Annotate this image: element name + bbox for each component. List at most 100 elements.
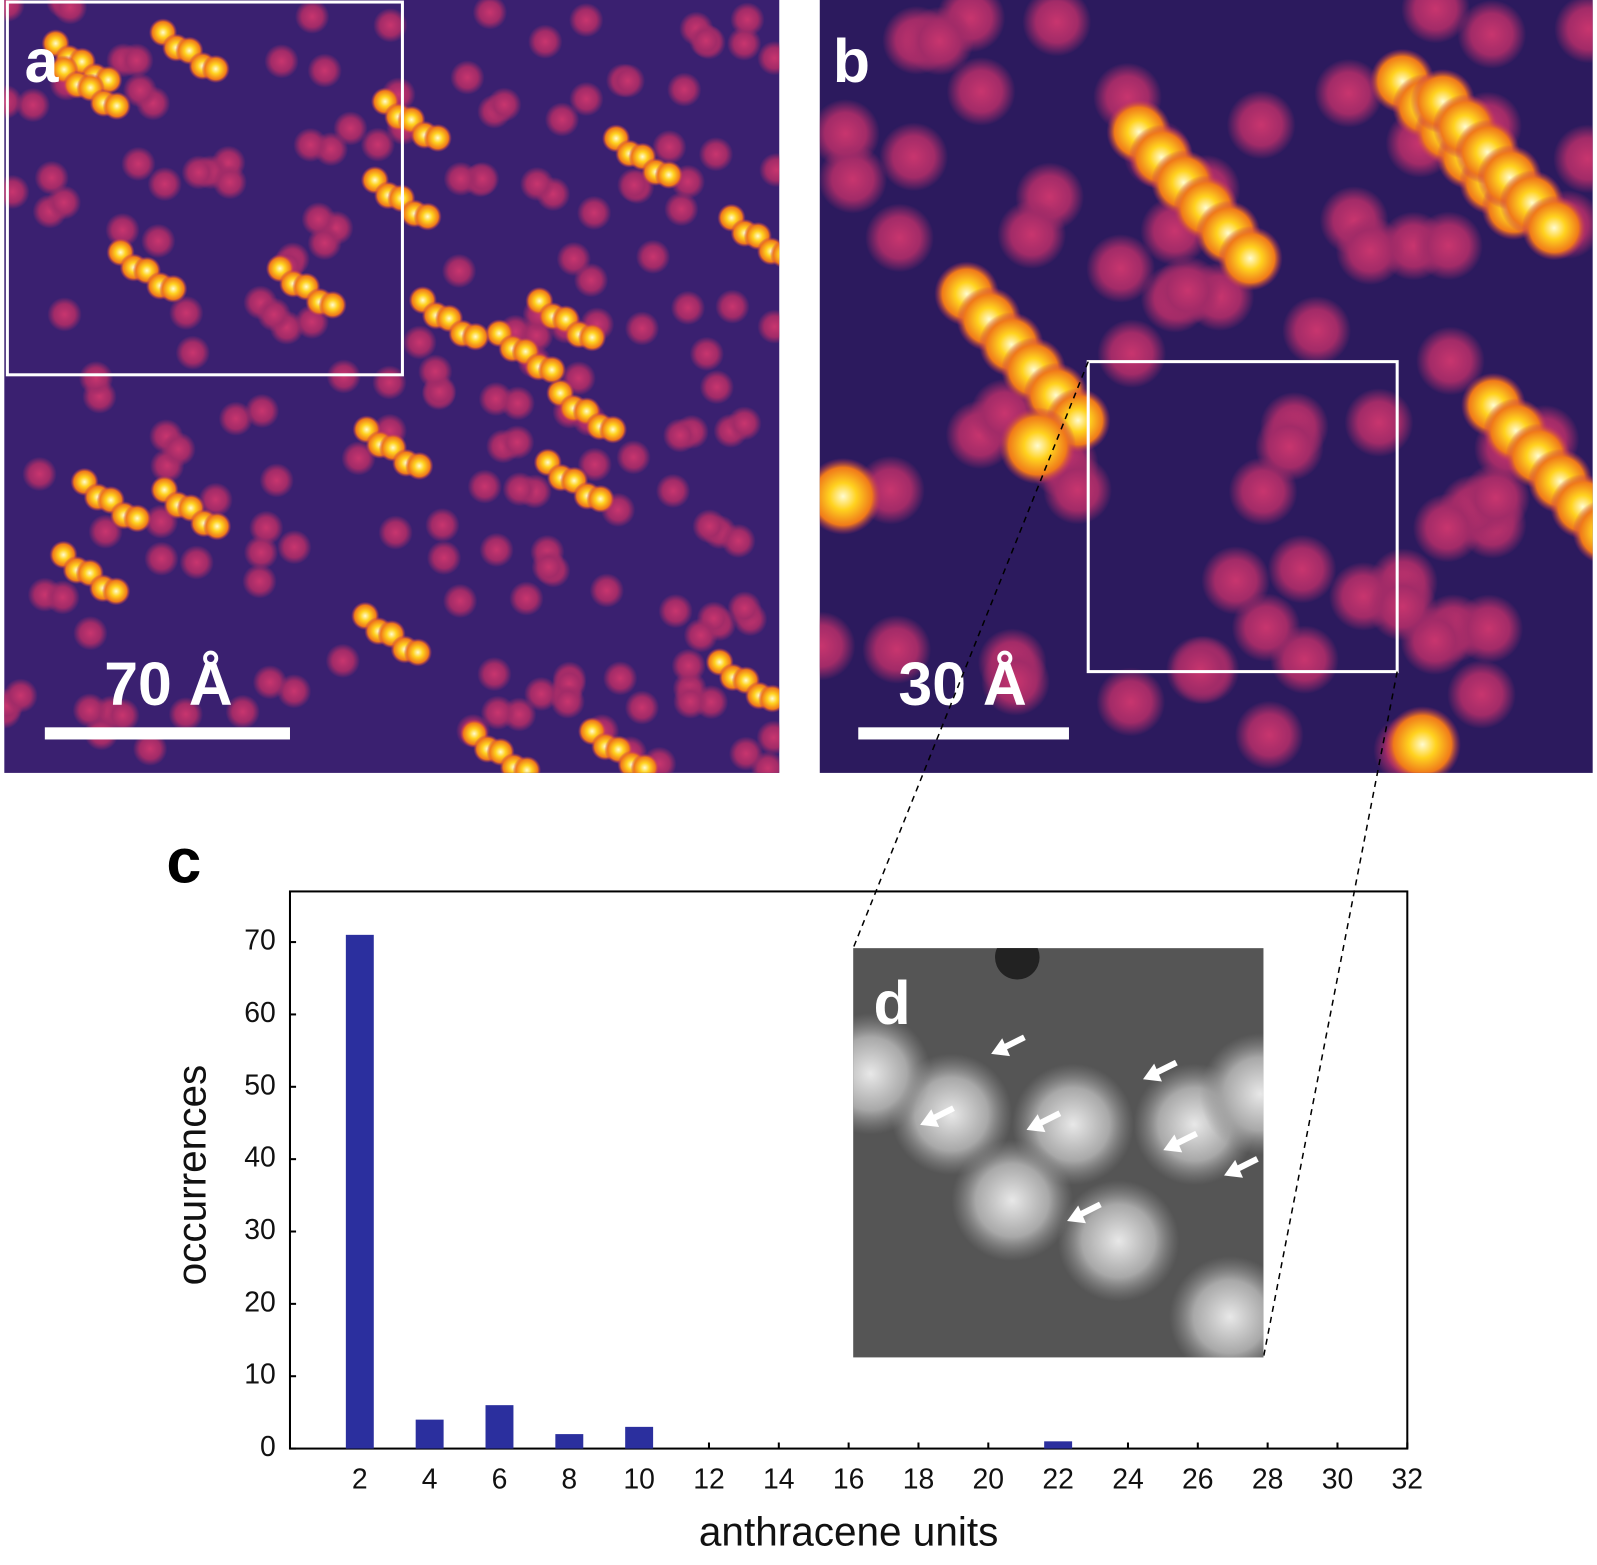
molecule [373,8,408,43]
molecule [105,212,140,248]
molecule-bright [999,407,1077,485]
molecule [277,529,312,565]
molecule [252,664,288,700]
molecule [243,535,279,570]
zoom-line [1262,671,1398,1358]
molecule [467,469,503,504]
molecule [652,129,687,165]
molecule [544,102,580,137]
molecule [524,676,559,712]
molecule [46,185,82,220]
molecule [1454,594,1524,664]
panel-label: d [873,969,910,1037]
molecule [78,360,114,396]
molecule [1335,216,1405,286]
molecule [418,354,453,389]
molecule-bright [630,753,659,773]
y-tick-label: 40 [244,1142,276,1174]
molecule [325,643,361,679]
x-axis-label: anthracene units [699,1508,998,1554]
molecule-bright [201,54,230,84]
arrow-head [920,1109,940,1128]
molecule-bright [123,504,152,533]
molecule [1199,1033,1264,1155]
molecule [715,289,750,324]
molecule [576,195,612,231]
bar [555,1434,584,1449]
molecule [378,515,413,550]
molecule [721,523,756,559]
molecule [502,471,537,507]
molecule-bright [102,91,132,121]
molecule [132,731,168,766]
molecule [1282,296,1352,365]
y-tick-label: 30 [244,1214,276,1246]
molecule-bright [1384,706,1461,773]
scale-bar [44,727,290,740]
stm-features [4,0,780,773]
molecule [664,191,699,227]
molecule [610,63,646,99]
molecule-bright [318,290,347,320]
arrow-head [1163,1134,1183,1153]
scale-bar-label: 70 Å [104,650,232,718]
molecule [569,81,604,117]
molecule [1553,124,1593,194]
molecule [487,87,522,122]
molecule [509,581,544,616]
arrows [920,1034,1259,1224]
molecule [728,736,764,771]
y-tick-label: 60 [244,997,276,1029]
molecule [1401,0,1471,44]
x-tick-label: 32 [1392,1463,1424,1495]
panel-label: c [166,827,201,897]
molecule [759,152,780,188]
molecule [1153,256,1223,325]
molecule [426,540,462,576]
molecule-bright [586,484,615,514]
molecule [726,26,762,61]
arrow-head [991,1038,1011,1057]
bar [485,1405,514,1449]
molecule [662,418,698,453]
molecule [727,591,762,626]
molecule [1368,572,1437,641]
molecule [443,161,479,197]
stm-features [819,0,1593,773]
molecule [179,545,214,580]
y-tick-label: 70 [244,925,276,957]
molecule [1254,412,1324,482]
molecule [624,690,660,725]
bar [625,1426,654,1449]
x-tick-label: 24 [1112,1463,1144,1495]
molecule [1169,1256,1264,1358]
molecule [1270,625,1339,695]
x-tick-label: 2 [352,1463,368,1495]
molecule [450,60,485,95]
molecule [951,1139,1074,1262]
y-axis-label: occurrences [168,1065,214,1286]
molecule [573,262,609,298]
molecule [819,611,856,681]
molecule [4,0,25,22]
molecule [198,482,233,517]
x-tick-label: 20 [973,1463,1005,1495]
arrow-head [1067,1205,1086,1224]
molecule [673,684,708,719]
molecule [225,694,260,730]
molecule-bright [770,240,780,268]
molecule [589,573,625,608]
molecule [862,615,932,684]
molecule [1057,1180,1180,1302]
molecule [479,532,514,568]
molecule [1165,635,1235,705]
x-tick-label: 8 [561,1463,577,1495]
molecule [1234,700,1304,770]
molecule [4,174,30,210]
molecule [244,393,280,429]
molecule [425,507,460,543]
molecule [168,696,204,732]
molecule [122,73,158,108]
bar [415,1419,444,1449]
